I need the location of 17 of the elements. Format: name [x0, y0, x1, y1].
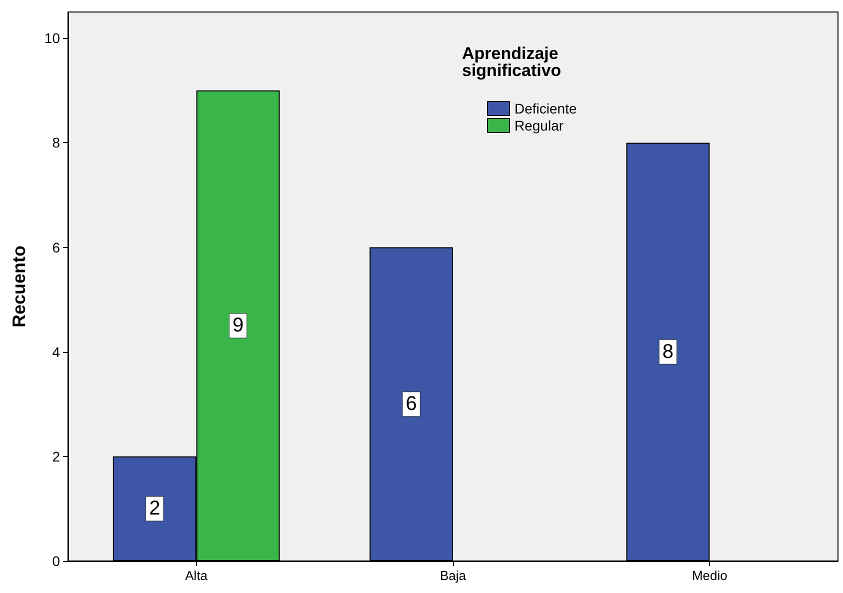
- data-label: 9: [232, 314, 244, 337]
- legend-label: Deficiente: [514, 100, 577, 116]
- y-tick-label: 6: [52, 239, 60, 256]
- y-tick-label: 4: [52, 344, 60, 360]
- y-axis-title: Recuento: [9, 245, 29, 328]
- data-label: 8: [662, 340, 674, 363]
- data-label: 2: [149, 498, 160, 520]
- data-label: 6: [406, 393, 417, 416]
- legend-label: Regular: [514, 118, 564, 134]
- legend-title: Aprendizaje significativo: [462, 44, 564, 80]
- y-tick-label: 0: [52, 553, 60, 569]
- y-tick-label: 10: [44, 30, 60, 46]
- y-tick-label: 2: [52, 448, 60, 464]
- y-tick-label: 8: [52, 134, 60, 151]
- x-tick-label: Baja: [440, 568, 467, 583]
- x-tick-label: Alta: [185, 568, 208, 583]
- x-tick-label: Medio: [692, 568, 728, 583]
